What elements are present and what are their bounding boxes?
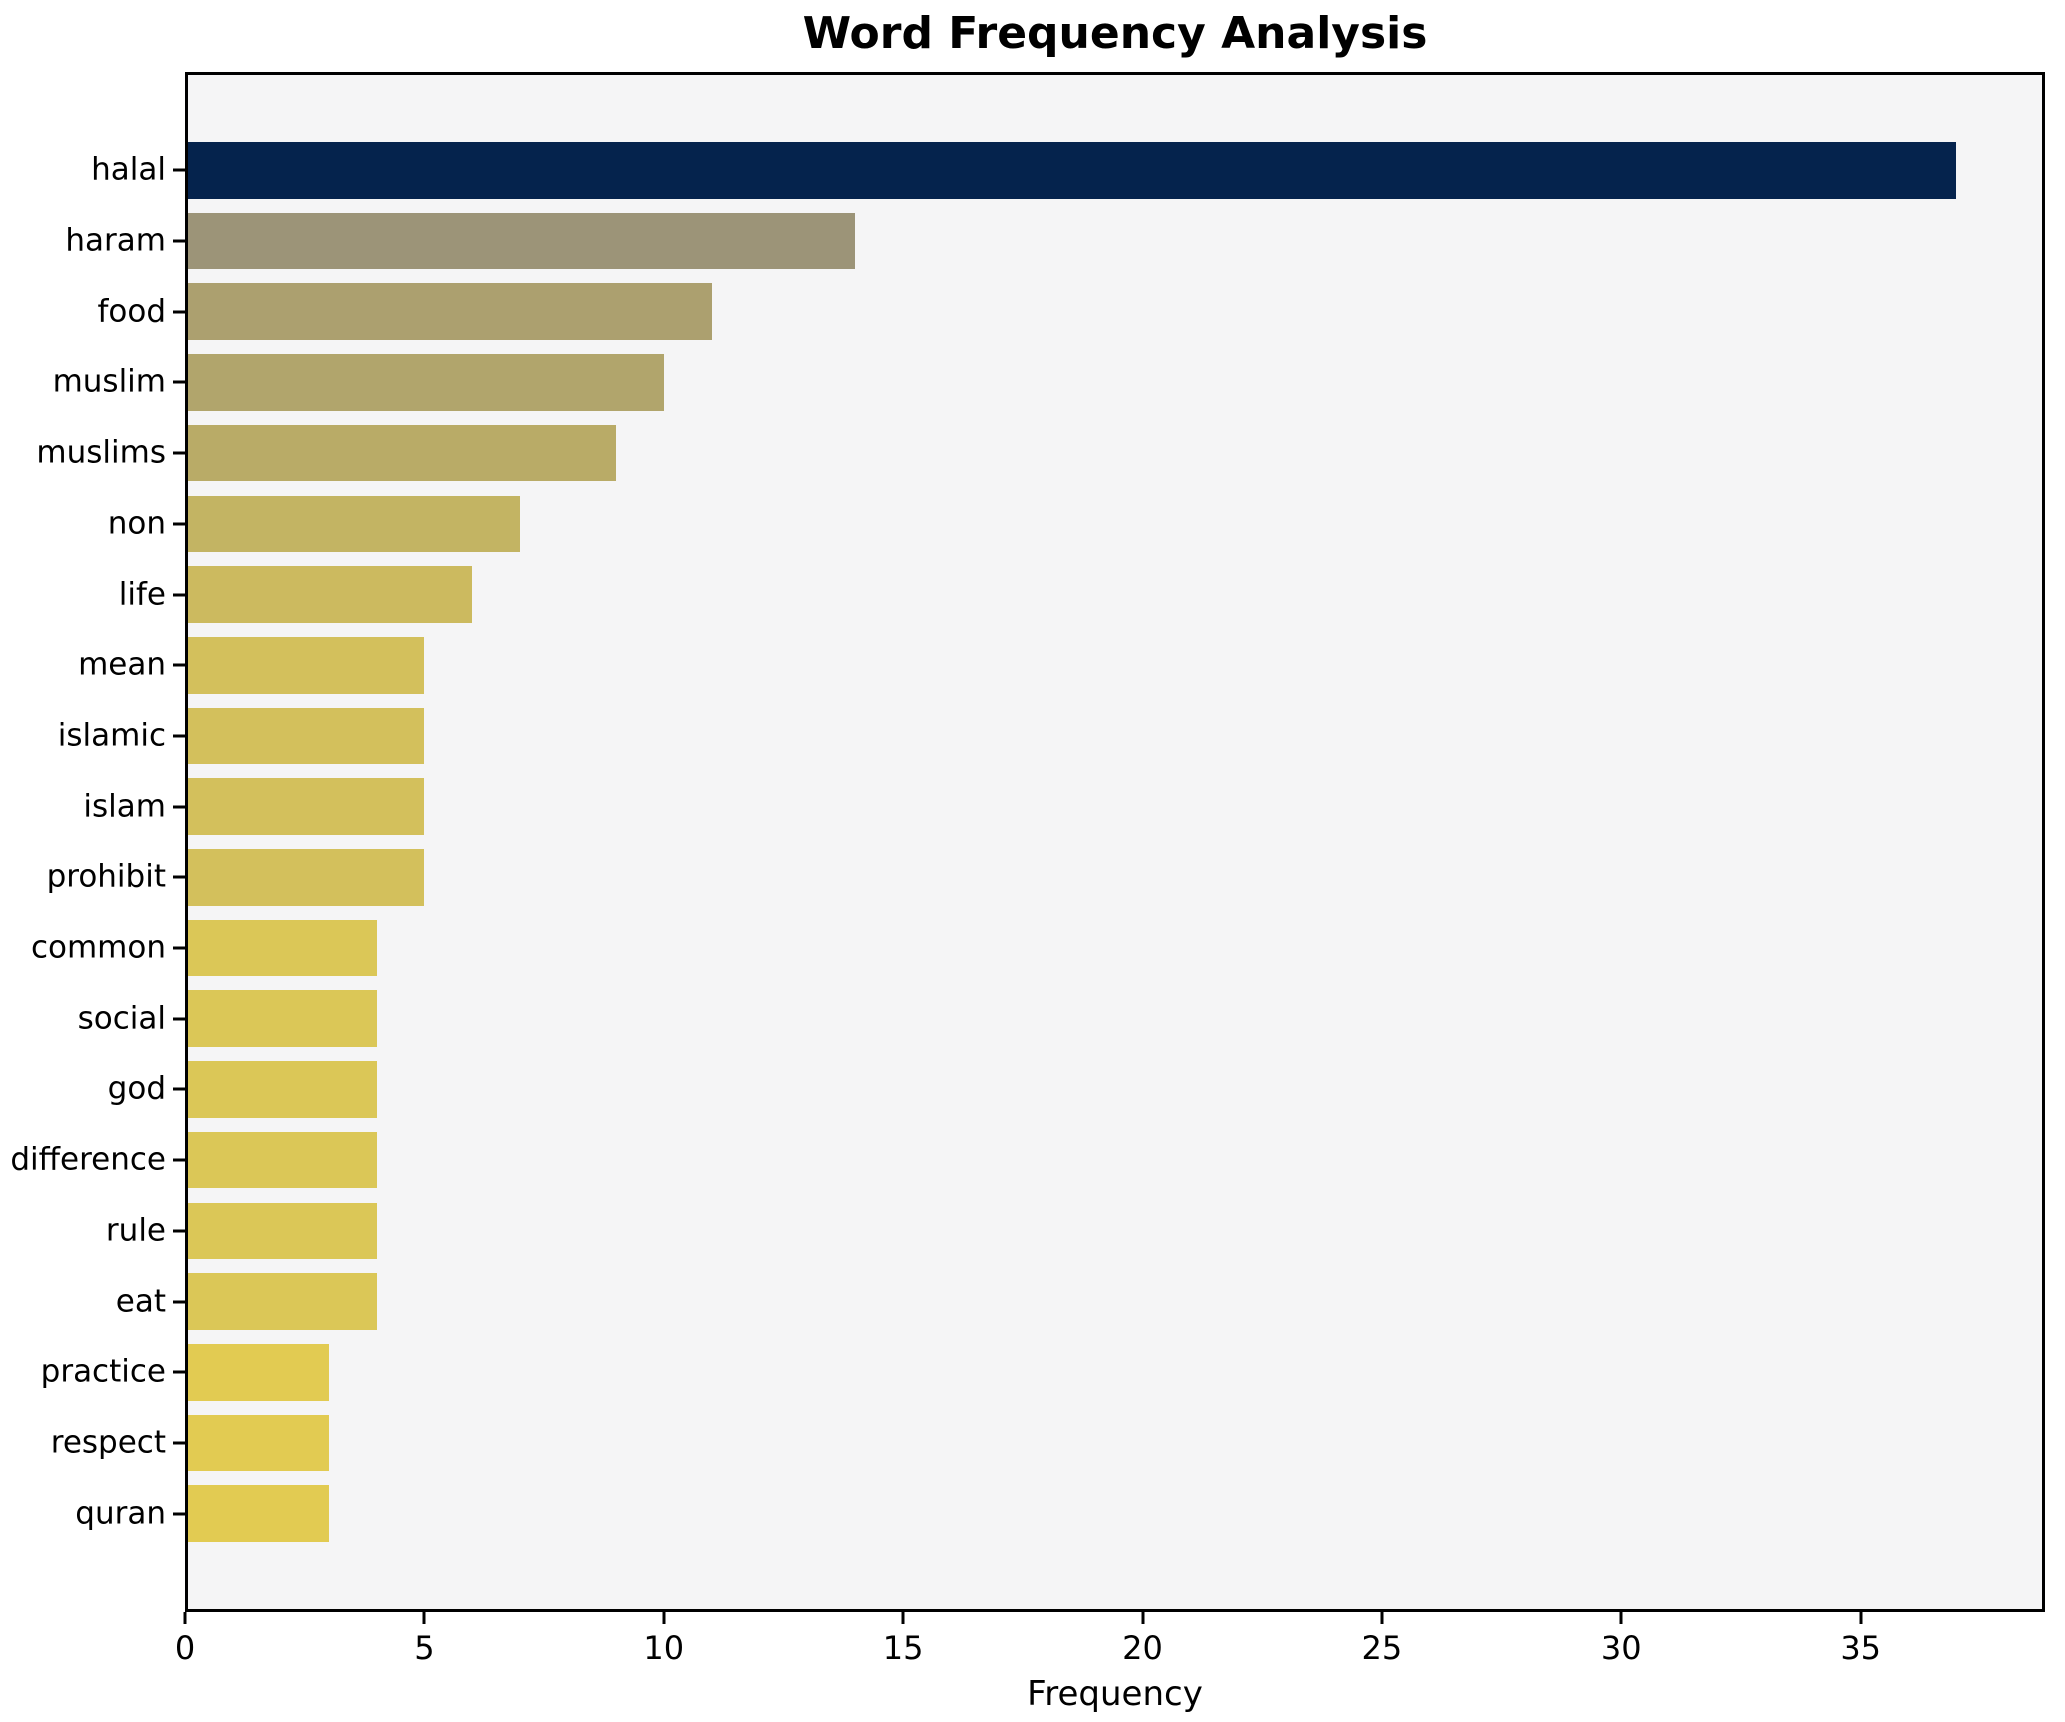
x-tick-mark [1619, 1612, 1623, 1624]
y-tick-label-halal: halal [91, 151, 166, 188]
y-tick-label-eat: eat [115, 1283, 166, 1320]
bar-prohibit [185, 849, 425, 906]
y-tick-label-difference: difference [10, 1141, 166, 1178]
bar-life [185, 566, 473, 623]
y-tick-mark [173, 451, 185, 455]
x-tick-label-30: 30 [1600, 1629, 1642, 1667]
bar-common [185, 919, 377, 977]
y-tick-mark [173, 1370, 185, 1374]
y-tick-label-practice: practice [40, 1353, 166, 1390]
bar-food [185, 283, 712, 340]
x-tick-mark [1380, 1612, 1384, 1624]
y-tick-label-god: god [107, 1070, 166, 1107]
bar-respect [185, 1414, 329, 1472]
x-tick-label-20: 20 [1122, 1629, 1163, 1667]
x-tick-mark [901, 1612, 905, 1624]
y-tick-label-respect: respect [50, 1424, 166, 1461]
y-tick-mark [173, 1087, 185, 1091]
bar-god [185, 1061, 377, 1118]
y-tick-label-islamic: islamic [57, 717, 166, 754]
y-tick-label-rule: rule [105, 1212, 166, 1249]
y-tick-mark [173, 1300, 185, 1304]
x-tick-mark [422, 1612, 426, 1624]
x-tick-label-5: 5 [414, 1629, 435, 1667]
bar-muslim [185, 354, 664, 411]
plot-area [185, 72, 2045, 1612]
bar-haram [185, 212, 856, 270]
x-tick-mark [662, 1612, 666, 1624]
y-tick-label-prohibit: prohibit [46, 858, 166, 895]
x-tick-mark [183, 1612, 187, 1624]
bar-non [185, 495, 521, 553]
y-tick-label-islam: islam [83, 788, 166, 825]
y-tick-mark [173, 805, 185, 809]
x-tick-label-0: 0 [174, 1629, 196, 1667]
y-tick-label-haram: haram [65, 222, 166, 259]
x-tick-label-10: 10 [643, 1629, 685, 1667]
bar-islam [185, 778, 425, 835]
y-tick-mark [173, 522, 185, 526]
y-tick-label-food: food [97, 293, 166, 330]
y-axis-labels: halal haram food muslim muslims non life mean is… [0, 0, 185, 1722]
bar-social [185, 990, 377, 1048]
x-tick-label-35: 35 [1840, 1629, 1882, 1667]
y-tick-mark [173, 1512, 185, 1516]
bar-muslims [185, 424, 616, 482]
y-tick-label-social: social [77, 1000, 166, 1037]
y-tick-mark [173, 168, 185, 172]
y-tick-mark [173, 239, 185, 243]
y-tick-mark [173, 1229, 185, 1233]
y-tick-label-muslim: muslim [52, 363, 166, 400]
x-tick-mark [1859, 1612, 1863, 1624]
x-tick-label-15: 15 [882, 1629, 924, 1667]
y-tick-mark [173, 380, 185, 384]
bar-mean [185, 636, 425, 694]
bar-rule [185, 1202, 377, 1260]
y-tick-label-quran: quran [75, 1495, 166, 1532]
y-tick-label-life: life [118, 576, 166, 613]
y-tick-mark [173, 663, 185, 667]
y-tick-mark [173, 1441, 185, 1445]
y-tick-mark [173, 946, 185, 950]
y-tick-mark [173, 1158, 185, 1162]
y-tick-label-mean: mean [78, 646, 166, 683]
y-tick-mark [173, 593, 185, 597]
x-tick-label-25: 25 [1361, 1629, 1403, 1667]
bar-islamic [185, 707, 425, 765]
x-axis-label: Frequency [1027, 1674, 1203, 1714]
y-tick-label-non: non [107, 505, 166, 542]
bar-halal [185, 142, 1957, 199]
bar-eat [185, 1273, 377, 1330]
y-tick-label-muslims: muslims [36, 434, 166, 471]
bar-difference [185, 1131, 377, 1189]
bar-practice [185, 1344, 329, 1401]
bar-quran [185, 1485, 329, 1542]
y-tick-mark [173, 734, 185, 738]
y-tick-label-common: common [30, 929, 166, 966]
y-tick-mark [173, 310, 185, 314]
y-tick-mark [173, 1017, 185, 1021]
x-tick-mark [1141, 1612, 1145, 1624]
y-tick-mark [173, 875, 185, 879]
chart-title: Word Frequency Analysis [802, 8, 1428, 59]
